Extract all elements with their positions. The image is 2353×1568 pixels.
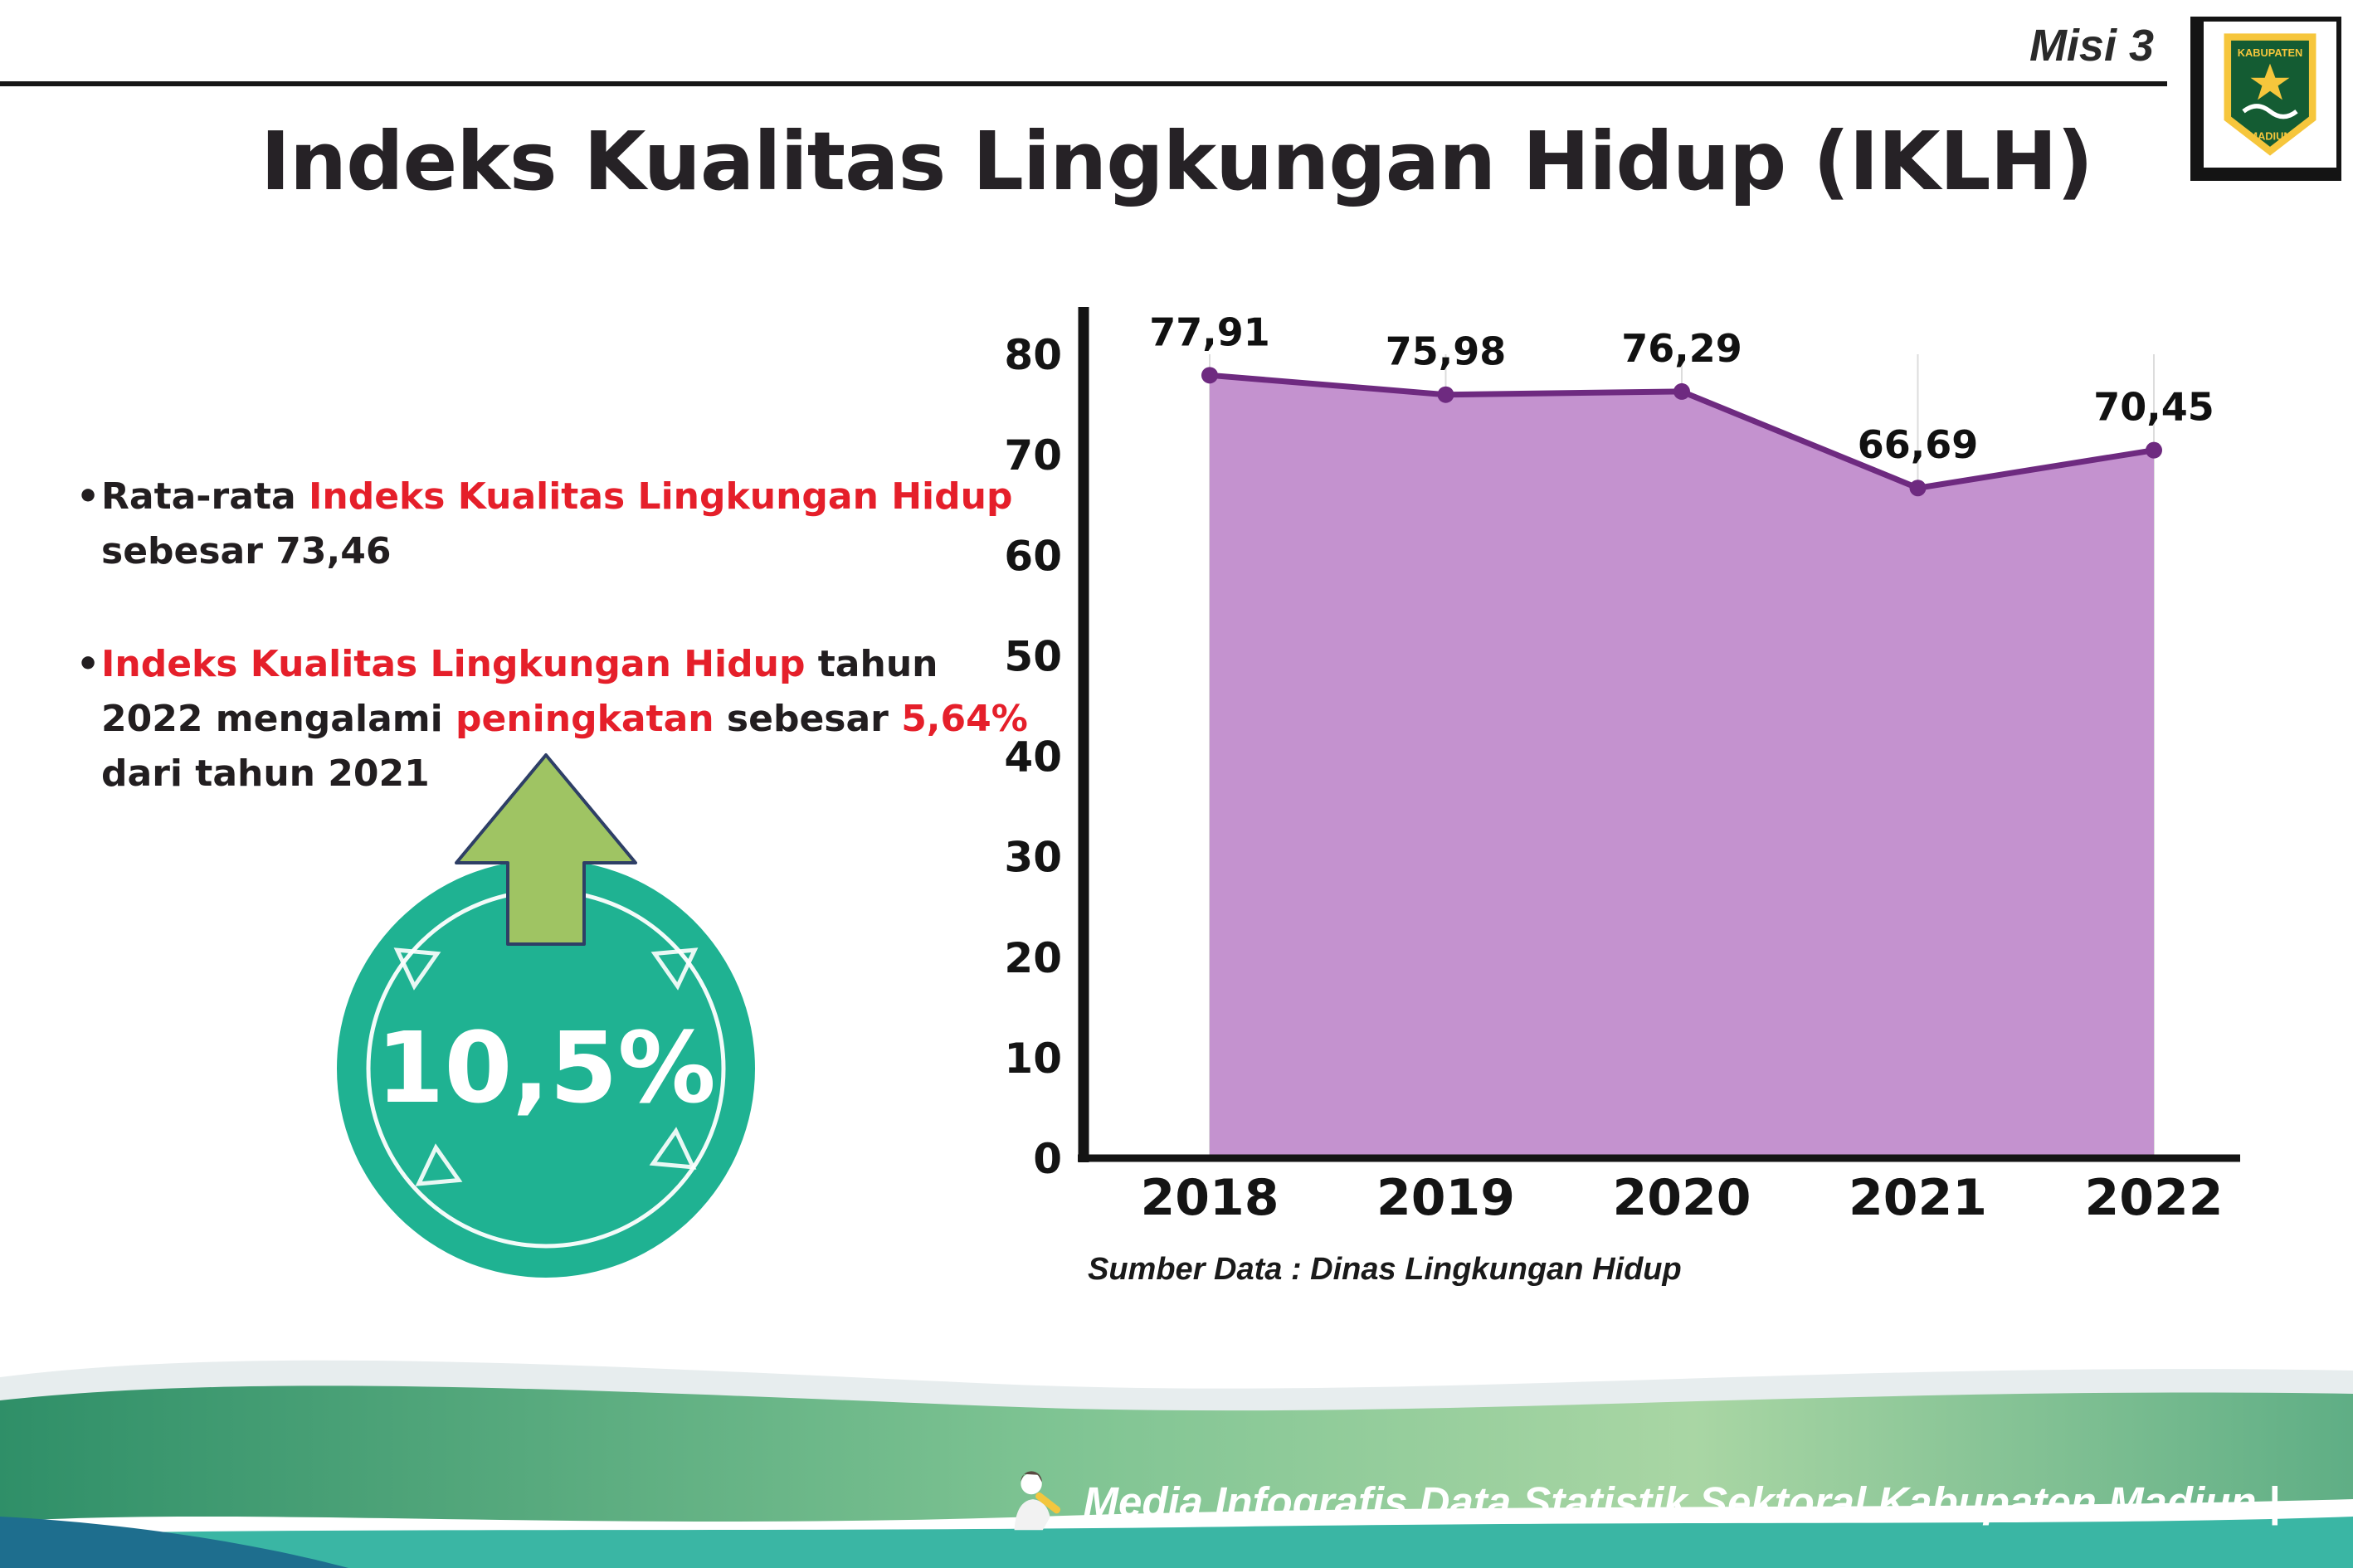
point-label: 70,45	[2093, 385, 2214, 430]
plain-text: dari tahun 2021	[101, 752, 430, 795]
crest-bottom-text: MADIUN	[2248, 129, 2291, 142]
data-point	[1201, 367, 1218, 384]
bullet-text: Indeks Kualitas Lingkungan Hidup tahun 2…	[101, 637, 1030, 801]
bullet-text: Rata-rata Indeks Kualitas Lingkungan Hid…	[101, 470, 1030, 579]
x-category-label: 2021	[1849, 1169, 1987, 1227]
x-category-label: 2018	[1141, 1169, 1279, 1227]
footer-waves	[0, 1360, 2353, 1568]
highlight-text: peningkatan	[455, 698, 714, 740]
badge-circle	[337, 859, 755, 1278]
point-label: 66,69	[1858, 422, 1979, 467]
footer-wave-green	[0, 1385, 2353, 1522]
bullet-item: • Rata-rata Indeks Kualitas Lingkungan Hi…	[76, 470, 1030, 579]
footer-bar	[0, 1517, 2353, 1568]
triangle-decor-icon	[649, 1127, 697, 1170]
kabupaten-madiun-crest-icon: KABUPATEN MADIUN	[2224, 33, 2316, 156]
data-point	[1437, 386, 1454, 403]
crest-top-text: KABUPATEN	[2238, 46, 2302, 59]
y-tick-label: 40	[1004, 733, 1062, 782]
y-tick-label: 10	[1004, 1035, 1062, 1083]
highlight-text: Indeks Kualitas Lingkungan Hidup	[309, 475, 1013, 518]
triangle-decor-icon	[415, 1143, 463, 1186]
increase-badge: 10,5%	[305, 745, 787, 1296]
top-divider-line	[0, 81, 2167, 86]
badge-value: 10,5%	[376, 1010, 715, 1125]
plain-text: sebesar 73,46	[101, 530, 392, 572]
plain-text: tahun 2022 mengalami	[101, 643, 938, 740]
data-point	[1673, 382, 1690, 400]
x-category-label: 2019	[1376, 1169, 1515, 1227]
page-title: Indeks Kualitas Lingkungan Hidup (IKLH)	[260, 114, 2093, 208]
y-tick-label: 60	[1004, 532, 1062, 580]
iklh-chart-svg: Sumber Data : Dinas Lingkungan Hidup 77,…	[1004, 307, 2240, 1287]
chart-source: Sumber Data : Dinas Lingkungan Hidup	[1088, 1252, 1682, 1287]
highlight-text: 5,64%	[901, 698, 1028, 740]
triangle-decor-icon	[393, 947, 441, 991]
triangle-decor-icon	[650, 947, 699, 991]
y-tick-label: 80	[1004, 331, 1062, 379]
iklh-area-chart: Sumber Data : Dinas Lingkungan Hidup 77,…	[979, 295, 2273, 1332]
x-category-label: 2022	[2085, 1169, 2224, 1227]
y-tick-label: 0	[1033, 1135, 1062, 1183]
highlight-text: Indeks Kualitas Lingkungan Hidup	[101, 643, 806, 685]
increase-badge-graphic: 10,5%	[337, 753, 755, 1278]
data-point	[2146, 441, 2162, 459]
misi-label: Misi 3	[2029, 21, 2154, 71]
crest-star-icon	[2250, 63, 2290, 100]
x-category-label: 2020	[1613, 1169, 1751, 1227]
y-tick-label: 70	[1004, 431, 1062, 480]
crest-wave-icon	[2242, 104, 2298, 119]
plain-text: sebesar	[714, 698, 902, 740]
footer-credit-text: Media Infografis Data Statistik Sektoral…	[1083, 1478, 2280, 1526]
point-label: 77,91	[1149, 309, 1270, 354]
kabupaten-madiun-logo-frame: KABUPATEN MADIUN	[2190, 17, 2341, 181]
chart-area	[1210, 375, 2154, 1158]
footer-credit: Media Infografis Data Statistik Sektoral…	[998, 1465, 2280, 1538]
point-label: 75,98	[1386, 329, 1507, 374]
bullet-list: • Rata-rata Indeks Kualitas Lingkungan Hi…	[76, 470, 1030, 801]
point-label: 76,29	[1621, 326, 1742, 371]
data-point	[1909, 480, 1927, 497]
bullet-item: • Indeks Kualitas Lingkungan Hidup tahun …	[76, 637, 1030, 801]
plain-text: Rata-rata	[101, 475, 309, 518]
footer-accent-dark	[0, 1517, 348, 1568]
y-tick-label: 50	[1004, 632, 1062, 680]
bullet-marker: •	[76, 475, 100, 518]
y-tick-label: 20	[1004, 934, 1062, 982]
y-tick-label: 30	[1004, 834, 1062, 882]
bullet-marker: •	[76, 643, 100, 685]
writer-logo-icon	[1015, 1471, 1061, 1531]
up-arrow-icon	[455, 753, 637, 946]
